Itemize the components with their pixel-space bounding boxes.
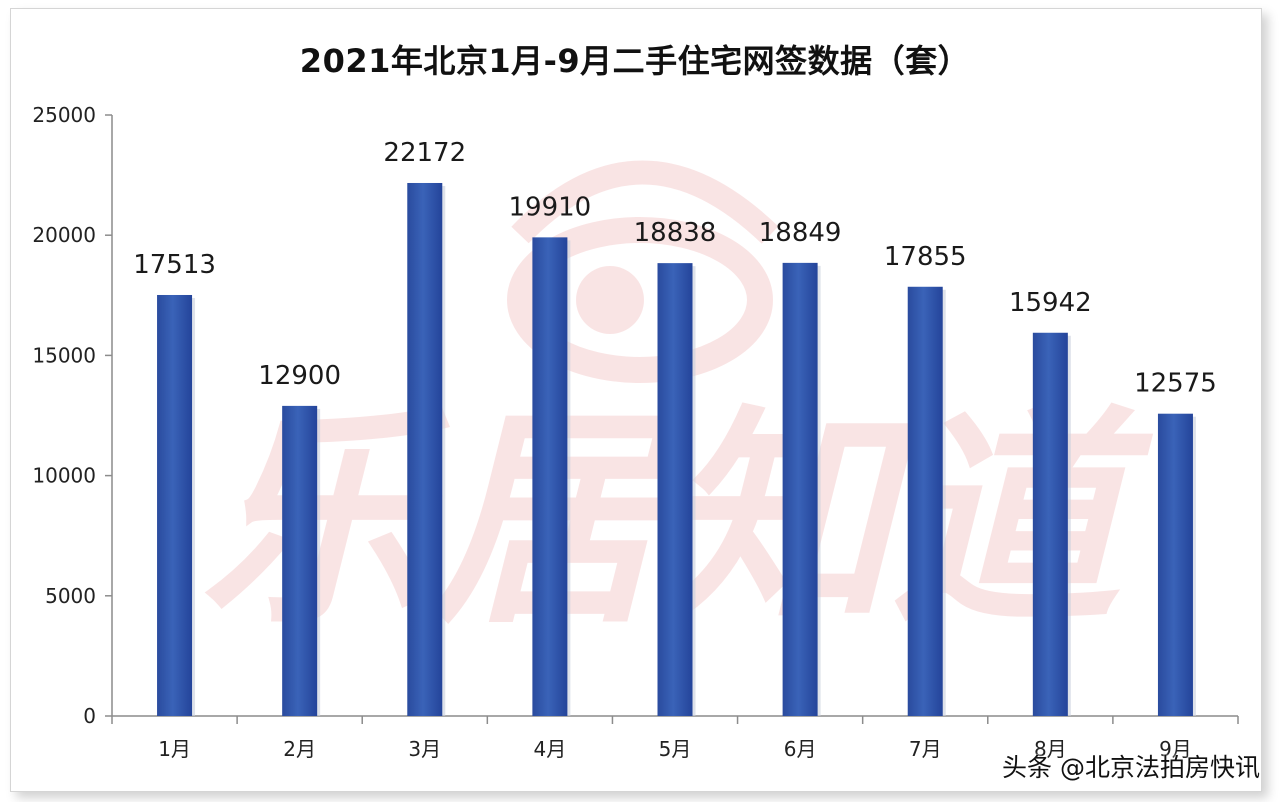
x-tick-label: 1月 — [158, 737, 191, 761]
bar — [1032, 332, 1068, 716]
data-label: 12900 — [258, 361, 341, 391]
attribution-text: 头条 @北京法拍房快讯 — [1002, 753, 1260, 782]
x-tick-label: 9月 — [1159, 737, 1192, 761]
x-tick-label: 2月 — [283, 737, 316, 761]
x-tick-label: 5月 — [659, 737, 692, 761]
data-label: 18838 — [634, 218, 717, 248]
bar — [1157, 413, 1193, 716]
bar — [407, 182, 443, 717]
bar — [657, 263, 693, 716]
data-label: 17855 — [884, 242, 967, 272]
x-tick-label: 6月 — [784, 737, 817, 761]
y-tick-label: 10000 — [32, 464, 96, 488]
data-label: 18849 — [759, 218, 842, 248]
x-tick-label: 8月 — [1034, 737, 1067, 761]
y-tick-label: 0 — [83, 704, 96, 728]
watermark-eye-icon — [507, 217, 773, 383]
data-label: 15942 — [1009, 288, 1092, 318]
bar — [532, 237, 568, 717]
watermark-brow-icon — [511, 160, 779, 244]
watermark-pupil-icon — [576, 266, 644, 334]
data-labels: 17513 12900 22172 19910 18838 18849 17855 15942… — [133, 138, 1217, 399]
y-tick-label: 5000 — [45, 584, 96, 608]
y-tick-label: 20000 — [32, 223, 96, 247]
x-tick-label: 4月 — [534, 737, 567, 761]
data-label: 17513 — [133, 250, 216, 280]
bar — [282, 405, 318, 716]
chart-title: 2021年北京1月-9月二手住宅网签数据（套） — [299, 42, 971, 80]
bar — [157, 294, 193, 716]
data-label: 12575 — [1134, 369, 1217, 399]
y-tick-label: 25000 — [32, 103, 96, 127]
data-label: 19910 — [509, 192, 592, 222]
bar — [782, 262, 818, 716]
data-label: 22172 — [383, 138, 466, 168]
bar — [907, 286, 943, 716]
x-tick-label: 3月 — [408, 737, 441, 761]
bars — [157, 182, 1196, 717]
x-tick-label: 7月 — [909, 737, 942, 761]
y-tick-label: 15000 — [32, 343, 96, 367]
